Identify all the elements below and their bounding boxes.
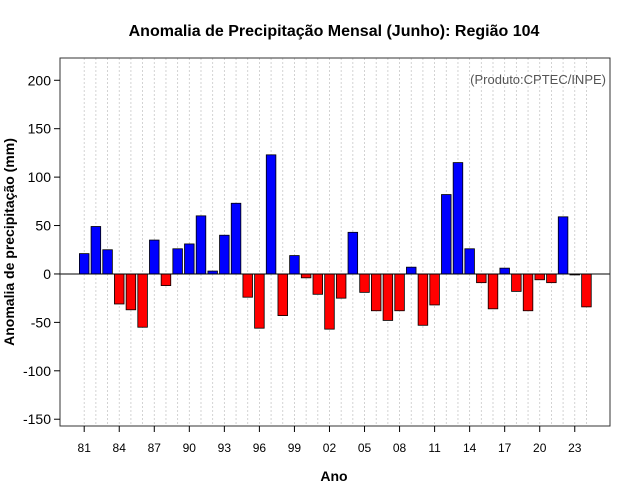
bar-09 xyxy=(406,266,417,275)
y-tick-label: -150 xyxy=(23,411,51,427)
bar-18 xyxy=(511,273,522,292)
bar-04 xyxy=(347,231,359,275)
chart-title: Anomalia de Precipitação Mensal (Junho):… xyxy=(129,23,540,40)
bars-group xyxy=(79,154,592,330)
bar-89 xyxy=(172,248,183,275)
x-tick-label: 84 xyxy=(113,441,127,455)
y-tick-label: -100 xyxy=(23,363,51,379)
x-tick-label: 90 xyxy=(183,441,197,455)
bar-21 xyxy=(546,273,557,284)
x-axis: 81 84 87 90 93 96 99 02 05 08 11 14 17 20 23 xyxy=(78,426,582,455)
x-tick-label: 20 xyxy=(533,441,547,455)
bar-83 xyxy=(102,249,113,275)
bar-07 xyxy=(382,273,394,321)
x-tick-label: 23 xyxy=(568,441,582,455)
bar-03 xyxy=(335,273,347,299)
bar-12 xyxy=(441,194,452,275)
bar-82 xyxy=(90,226,102,275)
x-tick-label: 99 xyxy=(288,441,302,455)
bar-98 xyxy=(277,273,288,316)
x-tick-label: 11 xyxy=(428,441,441,455)
bar-84 xyxy=(114,273,125,305)
y-axis-label: Anomalia de precipitação (mm) xyxy=(1,138,17,346)
bar-01 xyxy=(312,273,324,295)
y-tick-label: 200 xyxy=(28,72,52,88)
bar-81 xyxy=(79,253,90,275)
bar-13 xyxy=(452,162,464,275)
bar-02 xyxy=(324,273,335,330)
y-tick-label: 100 xyxy=(28,169,52,185)
y-tick-label: 0 xyxy=(43,266,51,282)
bar-96 xyxy=(254,273,265,329)
bar-05 xyxy=(359,273,370,293)
y-tick-label: 150 xyxy=(28,121,52,137)
bar-00 xyxy=(300,273,312,279)
y-tick-label: -50 xyxy=(31,314,51,330)
bar-95 xyxy=(242,273,253,298)
x-tick-label: 93 xyxy=(218,441,232,455)
bar-93 xyxy=(219,234,230,275)
bar-99 xyxy=(289,255,300,275)
bar-24 xyxy=(581,273,592,308)
y-axis: -150 -100 -50 0 50 100 150 200 xyxy=(23,72,60,427)
bar-20 xyxy=(534,273,545,281)
bar-14 xyxy=(464,248,475,275)
x-tick-label: 02 xyxy=(323,441,337,455)
bar-17 xyxy=(499,267,510,275)
bar-22 xyxy=(557,216,569,275)
bar-88 xyxy=(160,273,172,286)
plot-frame xyxy=(59,57,611,427)
bar-16 xyxy=(487,273,499,310)
bar-86 xyxy=(137,273,148,328)
source-label: (Produto:CPTEC/INPE) xyxy=(470,72,606,87)
bar-06 xyxy=(370,273,382,312)
x-axis-label: Ano xyxy=(320,468,347,484)
bar-90 xyxy=(184,243,195,275)
bar-87 xyxy=(149,239,160,275)
bar-97 xyxy=(265,154,277,275)
bar-08 xyxy=(394,273,405,312)
bar-19 xyxy=(522,273,534,312)
x-tick-label: 17 xyxy=(498,441,512,455)
x-tick-label: 14 xyxy=(463,441,477,455)
x-tick-label: 81 xyxy=(78,441,92,455)
bar-91 xyxy=(195,215,207,275)
x-tick-label: 05 xyxy=(358,441,372,455)
vertical-gridlines xyxy=(83,58,587,426)
bar-11 xyxy=(429,273,440,306)
bar-85 xyxy=(125,273,137,311)
x-tick-label: 87 xyxy=(148,441,162,455)
x-tick-label: 08 xyxy=(393,441,407,455)
bar-94 xyxy=(230,202,242,275)
x-tick-label: 96 xyxy=(253,441,267,455)
y-tick-label: 50 xyxy=(35,218,51,234)
bar-10 xyxy=(417,273,429,326)
bar-15 xyxy=(476,273,487,284)
